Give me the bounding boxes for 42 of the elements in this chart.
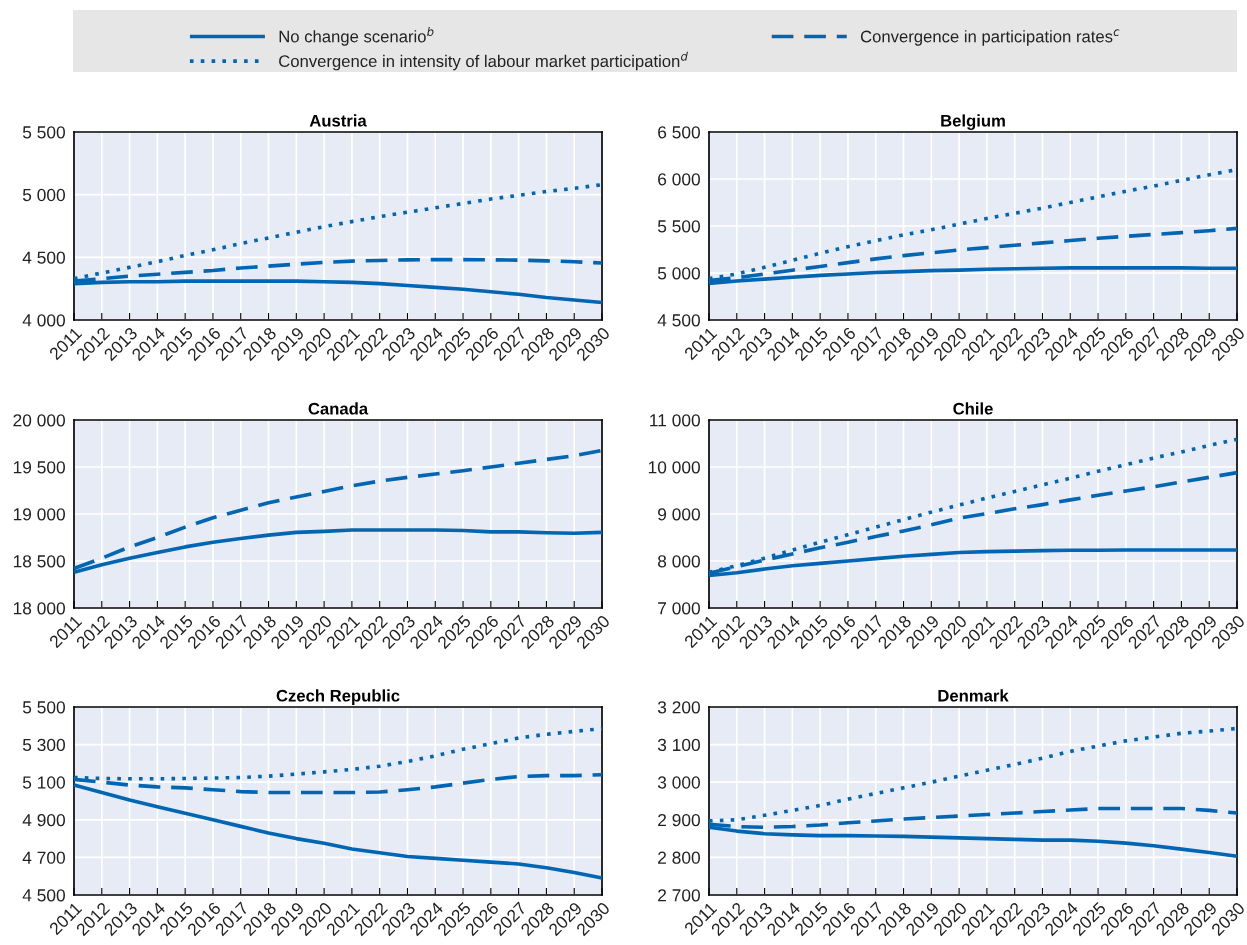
y-tick-label: 20 000 (13, 414, 65, 427)
y-tick-label: 3 000 (657, 776, 700, 789)
y-tick-label: 19 500 (13, 461, 65, 474)
chart-title: Denmark (938, 689, 1009, 702)
chart-title: Belgium (941, 114, 1005, 130)
y-tick-label: 3 100 (657, 738, 700, 752)
y-tick-label: 2 800 (658, 851, 700, 864)
line-series (72, 783, 604, 880)
chart-title: Czech Republic (276, 689, 400, 705)
legend-label: Convergence in participation rates$^{c}$ (860, 29, 1120, 46)
line-series (72, 448, 604, 571)
y-tick-label: 6 000 (658, 173, 700, 186)
y-tick-label: 2 700 (658, 889, 700, 902)
y-tick-label: 4 000 (22, 314, 65, 327)
y-tick-label: 19 000 (13, 508, 65, 521)
legend-label: No change scenario$^{b}$ (279, 27, 434, 46)
y-tick-label: 11 000 (650, 414, 700, 427)
y-tick-label: 6 500 (658, 126, 700, 139)
y-tick-label: 5 500 (22, 126, 65, 139)
chart-title: Chile (953, 402, 993, 415)
y-tick-label: 5 500 (22, 701, 65, 714)
y-tick-label: 7 000 (658, 602, 700, 615)
y-tick-label: 18 000 (13, 602, 65, 615)
y-tick-label: 4 900 (22, 813, 65, 827)
y-tick-label: 2 900 (658, 813, 700, 827)
y-tick-label: 9 000 (658, 508, 700, 521)
y-tick-label: 5 300 (22, 738, 65, 752)
y-tick-label: 10 000 (648, 461, 700, 474)
legend-label: Convergence in intensity of labour market participation$^{d}$ (279, 51, 688, 71)
y-tick-label: 5 500 (657, 220, 700, 233)
y-tick-label: 4 500 (22, 251, 65, 264)
y-tick-label: 4 500 (657, 314, 700, 327)
y-tick-label: 3 200 (657, 701, 700, 714)
y-tick-label: 4 700 (22, 851, 65, 864)
y-tick-label: 5 000 (22, 188, 65, 202)
y-tick-label: 8 000 (657, 555, 700, 568)
y-tick-label: 18 500 (13, 555, 65, 568)
y-tick-label: 5 100 (22, 776, 65, 789)
y-tick-label: 5 000 (657, 267, 700, 280)
chart-title: Austria (309, 114, 367, 127)
chart-title: Canada (308, 402, 369, 415)
y-tick-label: 4 500 (22, 889, 65, 902)
